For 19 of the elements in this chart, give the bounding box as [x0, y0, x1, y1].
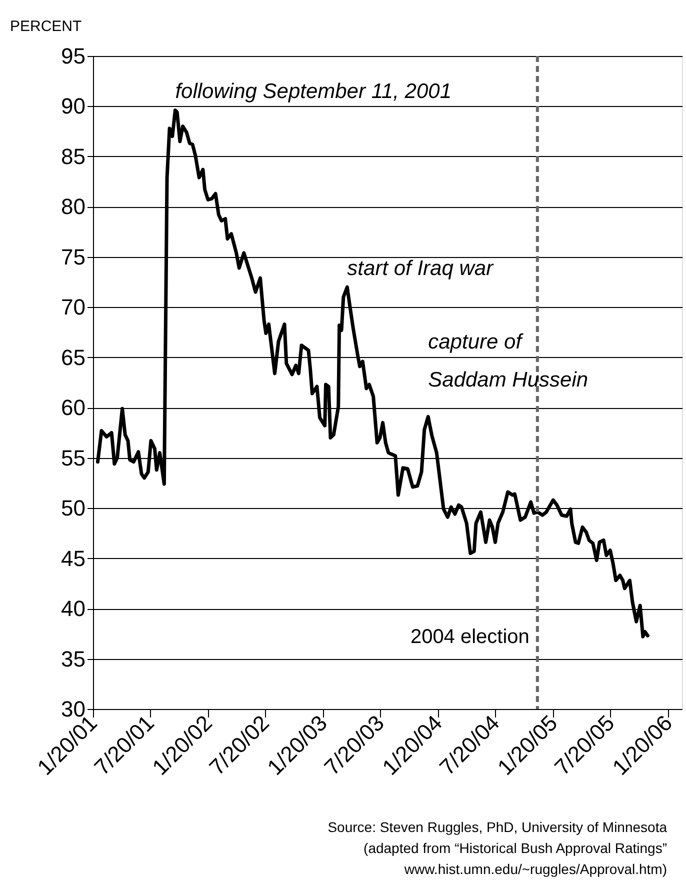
y-tick-label: 60 — [61, 395, 86, 420]
annotation: following September 11, 2001 — [175, 80, 452, 104]
annotation: start of Iraq war — [347, 257, 494, 280]
annotation: capture of Saddam Hussein — [428, 330, 588, 392]
y-tick-label: 50 — [61, 496, 86, 521]
y-tick-label: 80 — [61, 194, 86, 220]
y-tick-label: 75 — [61, 244, 86, 270]
y-tick-label: 95 — [61, 44, 86, 68]
y-axis-title: PERCENT — [10, 18, 82, 35]
y-tick-label: 55 — [61, 445, 86, 470]
y-tick-label: 90 — [61, 94, 86, 119]
y-tick-label: 45 — [61, 546, 86, 571]
y-tick-label: 35 — [61, 646, 86, 672]
y-tick-label: 85 — [61, 144, 86, 169]
y-tick-label: 65 — [61, 344, 86, 370]
y-tick-label: 40 — [61, 596, 86, 622]
source-note: Source: Steven Ruggles, PhD, University of Minnesota (adapted from “Historical Bush Approval Ratings” www.hist.umn.edu/~ruggles/Approval.htm) — [328, 819, 668, 877]
ref-line-label: 2004 election — [410, 626, 530, 648]
y-tick-label: 70 — [61, 294, 86, 320]
